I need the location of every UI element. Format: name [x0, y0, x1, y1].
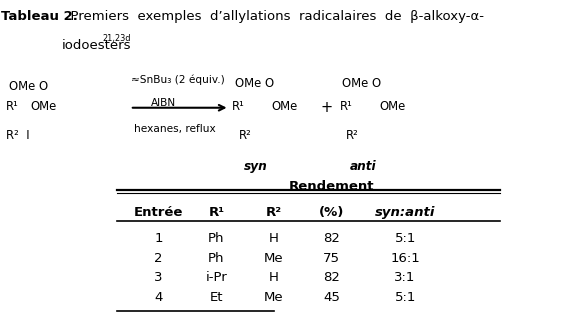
Text: Premiers  exemples  d’allylations  radicalaires  de  β-alkoxy-α-: Premiers exemples d’allylations radicala…: [62, 10, 484, 22]
Text: syn:anti: syn:anti: [375, 206, 435, 219]
Text: 1: 1: [154, 232, 163, 245]
Text: hexanes, reflux: hexanes, reflux: [133, 124, 215, 134]
Text: i-Pr: i-Pr: [205, 271, 227, 284]
Text: OMe: OMe: [379, 100, 405, 113]
Text: iodoesters: iodoesters: [62, 39, 131, 52]
Text: R¹: R¹: [339, 100, 352, 113]
Text: anti: anti: [350, 160, 377, 173]
Text: 4: 4: [154, 291, 163, 304]
Text: Ph: Ph: [208, 232, 225, 245]
Text: R¹: R¹: [232, 100, 245, 113]
Text: OMe O: OMe O: [342, 77, 381, 90]
Text: 3:1: 3:1: [395, 271, 416, 284]
Text: Me: Me: [264, 252, 284, 265]
Text: syn: syn: [244, 160, 267, 173]
Text: H: H: [269, 271, 279, 284]
Text: (%): (%): [319, 206, 345, 219]
Text: R¹: R¹: [6, 100, 19, 113]
Text: Rendement: Rendement: [289, 181, 374, 193]
Text: Me: Me: [264, 291, 284, 304]
Text: R²: R²: [266, 206, 282, 219]
Text: Et: Et: [209, 291, 223, 304]
Text: OMe: OMe: [30, 100, 56, 113]
Text: Entrée: Entrée: [134, 206, 184, 219]
Text: Ph: Ph: [208, 252, 225, 265]
Text: 3: 3: [154, 271, 163, 284]
Text: H: H: [269, 232, 279, 245]
Text: 75: 75: [323, 252, 340, 265]
Text: AIBN: AIBN: [151, 98, 176, 108]
Text: OMe O: OMe O: [235, 77, 274, 90]
Text: ≈SnBu₃ (2 équiv.): ≈SnBu₃ (2 équiv.): [131, 75, 225, 85]
Text: 82: 82: [323, 271, 340, 284]
Text: 2: 2: [154, 252, 163, 265]
Text: 5:1: 5:1: [395, 232, 416, 245]
Text: R²  I: R² I: [6, 129, 29, 142]
Text: OMe O: OMe O: [9, 80, 48, 93]
Text: 5:1: 5:1: [395, 291, 416, 304]
Text: 82: 82: [323, 232, 340, 245]
Text: OMe: OMe: [271, 100, 298, 113]
Text: +: +: [320, 100, 333, 115]
Text: R²: R²: [238, 129, 251, 142]
Text: R²: R²: [346, 129, 359, 142]
Text: 16:1: 16:1: [390, 252, 420, 265]
Text: R¹: R¹: [208, 206, 225, 219]
Text: Tableau 2.: Tableau 2.: [1, 10, 78, 22]
Text: 45: 45: [323, 291, 340, 304]
Text: 21,23d: 21,23d: [102, 34, 131, 43]
